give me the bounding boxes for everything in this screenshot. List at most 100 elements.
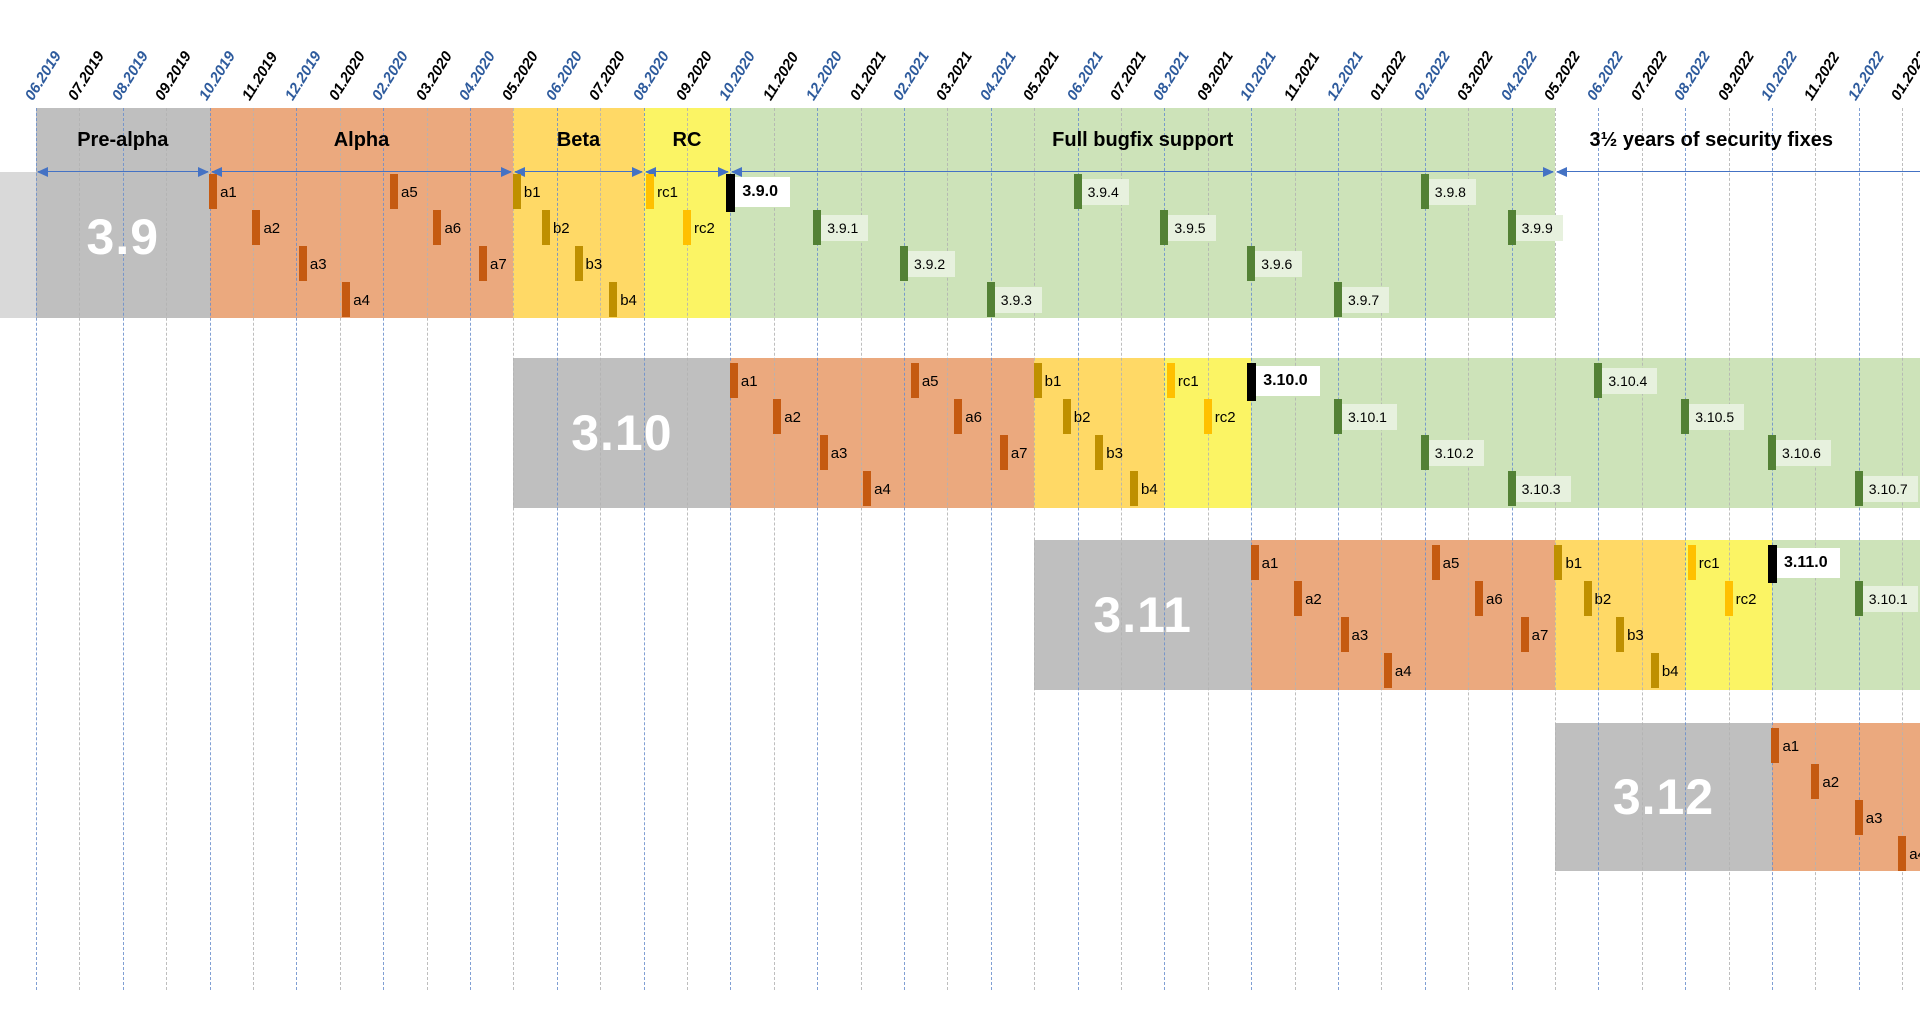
- marker-bar-3.9-rc1: [646, 174, 655, 209]
- phase-arrow-left-icon: [37, 167, 48, 177]
- marker-label-3.10-a4: a4: [874, 481, 891, 498]
- marker-label-3.9-b4: b4: [620, 292, 637, 309]
- gridline-01.2021: [860, 108, 862, 990]
- phase-arrow-3: [645, 171, 729, 172]
- marker-label-3.9-a4: a4: [353, 292, 370, 309]
- gridline-11.2019: [253, 108, 254, 990]
- marker-bar-3.10-rc2: [1203, 399, 1212, 434]
- marker-label-3.10-a7: a7: [1010, 445, 1028, 462]
- marker-label-3.11-a7: a7: [1531, 627, 1549, 644]
- phase-arrow-left-icon: [1556, 167, 1567, 177]
- gridline-09.2021: [1207, 108, 1209, 990]
- marker-bar-3.10-3.10.1: [1334, 399, 1342, 434]
- marker-bar-3.10-b3: [1095, 435, 1104, 470]
- axis-label-05.2020: 05.2020: [499, 48, 543, 104]
- axis-label-09.2021: 09.2021: [1193, 48, 1237, 104]
- gridline-04.2020: [470, 108, 471, 990]
- marker-label-3.9-a5: a5: [401, 184, 418, 201]
- gridline-09.2019: [166, 108, 168, 990]
- marker-label-3.11-rc1: rc1: [1698, 555, 1720, 572]
- marker-bar-3.10-3.10.7: [1854, 471, 1863, 506]
- gridline-07.2021: [1121, 108, 1122, 990]
- marker-bar-3.10-a7: [999, 435, 1008, 470]
- marker-bar-3.9-3.9.4: [1073, 174, 1082, 209]
- marker-bar-3.11-a6: [1475, 581, 1484, 616]
- marker-bar-3.12-a1: [1771, 728, 1780, 763]
- marker-bar-3.12-a2: [1811, 764, 1820, 799]
- marker-bar-3.9-b2: [541, 210, 550, 245]
- marker-label-3.11-b3: b3: [1627, 627, 1644, 644]
- gridline-12.2020: [817, 108, 819, 990]
- marker-bar-3.11-a5: [1431, 545, 1440, 580]
- phase-arrow-left-icon: [644, 167, 656, 177]
- marker-label-3.9-3.9.9: 3.9.9: [1507, 215, 1563, 241]
- axis-label-09.2020: 09.2020: [672, 48, 716, 104]
- marker-bar-3.9-a6: [433, 210, 442, 245]
- gridline-08.2022: [1685, 108, 1687, 990]
- band-3.10-bugfix: [1251, 358, 1920, 508]
- axis-label-09.2019: 09.2019: [151, 48, 196, 104]
- gridline-06.2021: [1077, 108, 1079, 990]
- phase-arrow-right-icon: [631, 167, 643, 177]
- marker-label-3.10-b3: b3: [1106, 445, 1123, 462]
- marker-label-3.9-3.9.0: 3.9.0: [726, 177, 790, 207]
- marker-label-3.9-a7: a7: [490, 256, 507, 273]
- marker-label-3.12-a4: a4: [1909, 846, 1920, 863]
- marker-bar-3.12-a4: [1898, 836, 1907, 871]
- marker-label-3.9-rc2: rc2: [694, 220, 715, 237]
- axis-label-09.2022: 09.2022: [1714, 48, 1758, 104]
- axis-label-01.2020: 01.2020: [325, 48, 369, 104]
- marker-bar-3.9-3.9.5: [1160, 210, 1169, 245]
- marker-bar-3.10-3.10.3: [1507, 471, 1516, 506]
- gridline-08.2020: [643, 108, 645, 990]
- axis-label-02.2020: 02.2020: [368, 48, 413, 104]
- phase-arrow-left-icon: [210, 167, 222, 177]
- phase-arrow-right-icon: [501, 167, 513, 177]
- marker-label-3.11-b2: b2: [1594, 591, 1612, 608]
- phase-arrow-left-icon: [514, 167, 526, 177]
- band-3.10-beta: [1034, 358, 1165, 508]
- marker-label-3.10-3.10.6: 3.10.6: [1768, 440, 1831, 466]
- axis-label-11.2021: 11.2021: [1280, 49, 1323, 104]
- phase-arrow-right-icon: [718, 167, 730, 177]
- marker-label-3.9-3.9.5: 3.9.5: [1160, 215, 1216, 241]
- axis-label-10.2020: 10.2020: [716, 48, 760, 104]
- marker-label-3.11-a3: a3: [1351, 627, 1369, 644]
- marker-bar-3.10-3.10.6: [1768, 435, 1776, 470]
- version-label-3.10: 3.10: [571, 405, 673, 461]
- axis-label-06.2019: 06.2019: [21, 48, 65, 104]
- marker-label-3.10-3.10.2: 3.10.2: [1420, 440, 1484, 466]
- band-3.12-alpha: [1772, 723, 1920, 871]
- gridline-11.2020: [773, 108, 775, 990]
- marker-label-3.11-a4: a4: [1394, 663, 1412, 680]
- gridline-02.2022: [1424, 108, 1426, 990]
- marker-bar-3.10-a2: [773, 399, 782, 434]
- axis-label-04.2022: 04.2022: [1497, 48, 1541, 104]
- marker-label-3.9-3.9.6: 3.9.6: [1247, 251, 1303, 277]
- axis-label-11.2019: 11.2019: [238, 49, 282, 104]
- gridline-05.2021: [1034, 108, 1036, 990]
- gridline-06.2019: [36, 108, 37, 990]
- marker-bar-3.9-a3: [298, 246, 307, 281]
- marker-label-3.10-b1: b1: [1044, 373, 1062, 390]
- marker-label-3.11-a2: a2: [1305, 591, 1322, 608]
- marker-label-3.10-a1: a1: [740, 373, 758, 390]
- marker-bar-3.9-3.9.6: [1247, 246, 1256, 281]
- marker-label-3.11-a6: a6: [1486, 591, 1503, 608]
- gridline-03.2021: [947, 108, 949, 990]
- gridline-07.2020: [600, 108, 602, 990]
- marker-bar-3.11-b4: [1650, 653, 1659, 688]
- gridline-12.2022: [1858, 108, 1860, 990]
- axis-label-12.2019: 12.2019: [282, 48, 326, 104]
- axis-label-01.2022: 01.2022: [1367, 48, 1411, 104]
- marker-label-3.12-a1: a1: [1782, 738, 1800, 755]
- marker-label-3.9-b3: b3: [585, 256, 603, 273]
- band-3.10-pre: [513, 358, 731, 508]
- marker-bar-3.9-a5: [390, 174, 399, 209]
- gridline-08.2021: [1164, 108, 1166, 990]
- gridline-04.2021: [990, 108, 992, 990]
- marker-bar-3.12-a3: [1854, 800, 1863, 835]
- marker-label-3.10-3.10.0: 3.10.0: [1247, 366, 1320, 396]
- gridline-10.2020: [730, 108, 732, 990]
- marker-bar-3.10-3.10.2: [1420, 435, 1429, 470]
